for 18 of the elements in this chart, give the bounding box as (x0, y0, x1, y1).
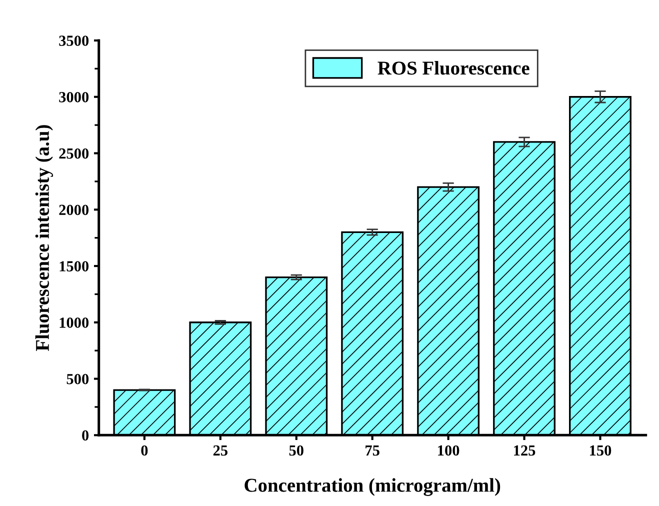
y-tick-label: 2500 (59, 148, 89, 159)
y-tick-label: 3000 (59, 92, 89, 102)
x-axis-title: Concentration (microgram/ml) (244, 478, 500, 496)
x-tick-label: 125 (514, 445, 536, 456)
y-tick-label: 2000 (59, 204, 89, 216)
y-tick-label: 500 (66, 374, 89, 384)
x-tick-label: 100 (438, 445, 460, 456)
y-tick-label: 0 (82, 430, 89, 441)
x-tick-label: 150 (590, 445, 612, 456)
y-axis-title: Fluorescence intenisty (a.u) (35, 125, 54, 351)
x-tick-label: 75 (366, 445, 380, 456)
y-tick-label: 1000 (60, 318, 89, 328)
y-tick-label: 1500 (60, 261, 89, 272)
x-tick-label: 0 (141, 445, 148, 456)
legend-label: ROS Fluorescence (378, 61, 530, 75)
x-tick-label: 25 (213, 445, 228, 456)
x-tick-label: 50 (289, 445, 304, 456)
y-tick-label: 3500 (59, 36, 89, 46)
